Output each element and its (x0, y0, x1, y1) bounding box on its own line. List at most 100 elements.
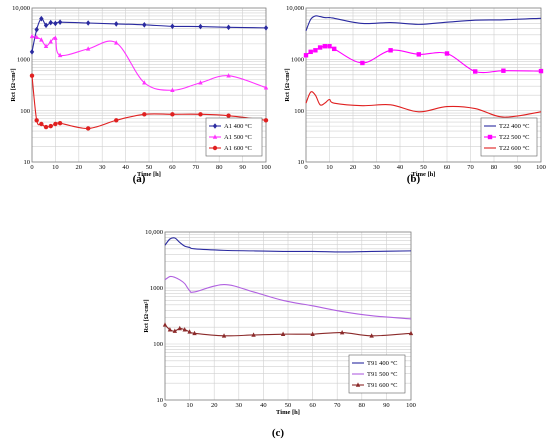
panel-b-data-point (327, 44, 332, 49)
panel-b-legend-label: T22 400 °C (499, 123, 529, 130)
panel-a-data-point (170, 112, 175, 117)
panel-b-x-tick-label: 50 (420, 164, 427, 171)
panel-b-data-point (322, 44, 327, 49)
panel-a-y-tick-label: 1000 (17, 57, 30, 64)
panel-c-data-point (167, 327, 173, 332)
panel-c-x-axis-title: Time [h] (276, 409, 300, 416)
panel-b-x-tick-label: 90 (514, 164, 521, 171)
panel-b-data-point (317, 45, 323, 50)
panel-c-plot-frame (164, 231, 412, 401)
panel-b-y-axis-title: Rct [Ω·cm²] (284, 68, 291, 101)
panel-a-legend-label: A1 600 °C (224, 145, 252, 152)
panel-b-data-point (308, 49, 313, 55)
panel-a-data-point (198, 112, 203, 117)
panel-a-data-point (57, 19, 63, 25)
panel-a-x-tick-label: 50 (146, 164, 153, 171)
panel-a-data-point (29, 33, 35, 39)
panel-c-x-tick-label: 10 (186, 402, 193, 409)
panel-a-data-point (263, 25, 269, 31)
panel-a-y-axis-title: Rct [Ω·cm²] (10, 68, 17, 101)
panel-a-y-tick-label: 10 (24, 159, 31, 166)
panel-b-y-tick-label: 100 (294, 108, 304, 115)
panel-a-data-point (43, 43, 49, 49)
panel-a-x-tick-label: 10 (52, 164, 59, 171)
panel-c-data-point (182, 327, 187, 332)
panel-b-x-tick-label: 40 (397, 164, 404, 171)
panel-a-data-point (263, 85, 269, 90)
panel-b-data-point (313, 48, 318, 53)
panel-c-data-point (192, 330, 197, 336)
panel-a-data-point (263, 118, 269, 123)
panel-a-data-point (114, 40, 119, 45)
panel-a-legend-marker (212, 145, 218, 151)
panel-a-data-point (226, 24, 231, 31)
panel-c-data-point (280, 331, 286, 336)
panel-a-data-point (29, 73, 35, 78)
panel-a-data-point (34, 34, 39, 39)
panel-a-data-point (57, 120, 63, 126)
panel-a-data-point (39, 15, 44, 22)
panel-c-x-tick-label: 20 (211, 402, 218, 409)
panel-b-legend-label: T22 600 °C (499, 145, 529, 152)
panel-b-data-point (388, 48, 393, 53)
panel-c-legend-label: T91 500 °C (367, 371, 397, 378)
panel-c-data-point (187, 329, 192, 334)
panel-b-data-point (473, 69, 478, 74)
panel-c-x-tick-label: 0 (163, 402, 166, 409)
panel-c-data-point (408, 330, 414, 336)
panel-c-data-point (221, 333, 227, 338)
panel-c-data-point (251, 332, 256, 337)
panel-a-data-point (53, 35, 58, 40)
panel-b-x-tick-label: 70 (467, 164, 474, 171)
panel-a-legend-label: A1 400 °C (224, 123, 252, 130)
panel-b-y-tick-label: 10 (298, 159, 305, 166)
panel-a-data-point (39, 121, 44, 127)
panel-a-data-point (53, 20, 58, 27)
panel-a-data-point (53, 121, 58, 127)
panel-b-x-tick-label: 100 (536, 164, 546, 171)
panel-c-y-tick-label: 10,000 (145, 229, 163, 236)
panel-c-x-tick-label: 100 (406, 402, 416, 409)
panel-c-x-tick-label: 30 (236, 402, 243, 409)
panel-c-series-line-0 (164, 237, 412, 253)
panel-b-x-tick-label: 0 (304, 164, 307, 171)
panel-b-y-tick-label: 1000 (291, 57, 304, 64)
panel-b-y-tick-label: 10,000 (286, 5, 304, 12)
panel-c-x-tick-label: 40 (260, 402, 267, 409)
panel-b-plot-frame (305, 7, 542, 163)
panel-a-data-point (48, 39, 53, 44)
panel-c-y-tick-label: 1000 (150, 285, 163, 292)
panel-a-data-point (85, 46, 91, 51)
panel-a-data-point (226, 73, 231, 78)
panel-c-data-point (172, 328, 178, 333)
panel-a-data-point (142, 22, 147, 28)
panel-b-x-axis-title: Time [h] (412, 171, 436, 178)
panel-a-data-point (85, 20, 91, 26)
panel-b-data-point (360, 60, 365, 66)
panel-a-data-point (226, 113, 231, 118)
panel-c-data-point (162, 322, 168, 327)
panel-a-data-point (170, 87, 175, 93)
panel-b-x-tick-label: 30 (373, 164, 380, 171)
panel-c-x-tick-label: 70 (334, 402, 341, 409)
panel-c-label: (c) (272, 427, 285, 439)
panel-b-legend-marker (487, 134, 493, 140)
panel-c-y-axis-title: Rct [Ω·cm²] (143, 299, 150, 332)
panel-b-x-tick-label: 10 (326, 164, 333, 171)
panel-b-data-point (444, 51, 450, 56)
panel-b-data-point (538, 68, 544, 74)
panel-a-legend-marker (212, 134, 218, 139)
panel-c-x-tick-label: 90 (383, 402, 390, 409)
panel-a-data-point (114, 118, 119, 123)
panel-c-x-tick-label: 80 (359, 402, 366, 409)
panel-c-data-point (369, 333, 374, 338)
panel-a-data-point (43, 22, 49, 29)
panel-a-legend-marker (212, 123, 218, 129)
panel-c-data-point (177, 325, 182, 331)
panel-c-x-tick-label: 50 (285, 402, 292, 409)
panel-a-x-tick-label: 60 (169, 164, 176, 171)
panel-a-label: (a) (133, 173, 146, 185)
panel-a-x-tick-label: 90 (239, 164, 246, 171)
panel-a-x-tick-label: 0 (30, 164, 33, 171)
panel-b-series-line-2 (305, 91, 542, 118)
